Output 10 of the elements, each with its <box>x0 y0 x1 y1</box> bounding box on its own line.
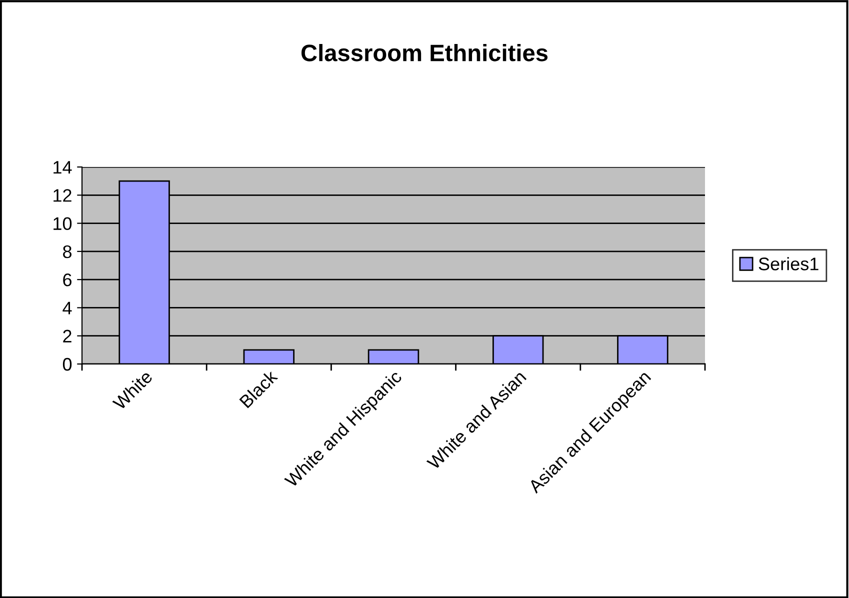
y-tick-label: 4 <box>62 302 72 314</box>
y-tick-label: 10 <box>54 217 72 230</box>
chart-title: Classroom Ethnicities <box>301 44 548 62</box>
y-tick-label: 12 <box>54 189 72 202</box>
y-tick-label: 2 <box>63 330 72 342</box>
y-tick-label: 6 <box>63 274 72 286</box>
y-tick-label: 14 <box>54 161 72 174</box>
y-tick-label: 0 <box>62 358 72 371</box>
legend-label: Series1 <box>758 257 818 270</box>
y-tick-label: 8 <box>63 245 72 258</box>
